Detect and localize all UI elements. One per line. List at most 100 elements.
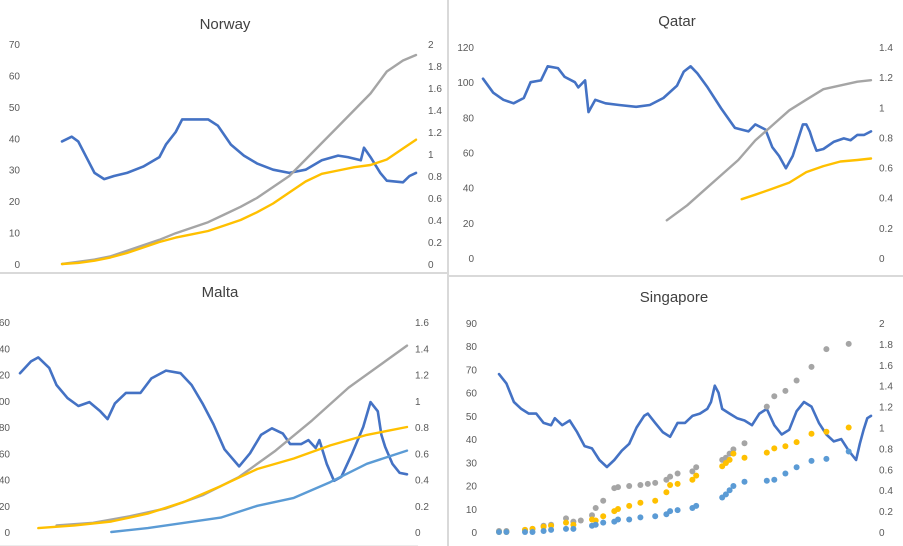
right-axis-tick-label: 0.2 [879, 224, 893, 235]
right-axis-tick-label: 1.4 [879, 382, 893, 393]
left-axis-tick-label: 60 [9, 71, 21, 82]
right-axis-tick-label: 0.4 [879, 486, 893, 497]
data-point-yellow [637, 499, 644, 506]
data-point-lightblue [503, 529, 510, 535]
left-axis-tick-label: 10 [9, 229, 21, 240]
right-axis-tick-label: 0.6 [879, 465, 893, 476]
series-line-gray [60, 53, 418, 266]
data-point-gray [600, 497, 607, 504]
right-axis-tick-label: 1.4 [879, 43, 893, 54]
left-axis-tick-label: 20 [0, 502, 10, 513]
right-axis-tick-label: 1.6 [415, 318, 429, 329]
data-point-yellow [845, 424, 852, 431]
series-line-yellow [740, 157, 873, 201]
data-point-gray [674, 470, 681, 477]
data-point-lightblue [793, 464, 800, 471]
left-axis-tick-label: 160 [0, 318, 10, 329]
data-point-yellow [592, 517, 599, 524]
right-axis-tick-label: 2 [879, 319, 885, 330]
data-point-yellow [741, 454, 748, 461]
data-point-yellow [563, 519, 569, 526]
left-axis-tick-label: 0 [471, 528, 477, 539]
left-axis-tick-label: 50 [9, 103, 21, 114]
left-axis-tick-label: 70 [466, 365, 478, 376]
right-axis-tick-label: 0 [428, 260, 434, 271]
right-axis-tick-label: 1.4 [415, 344, 429, 355]
right-axis-tick-label: 0.2 [415, 502, 429, 513]
left-axis-tick-label: 20 [9, 197, 21, 208]
data-point-yellow [667, 482, 674, 488]
data-point-gray [626, 483, 633, 489]
data-point-lightblue [522, 529, 528, 535]
data-point-yellow [793, 439, 800, 446]
data-point-lightblue [730, 483, 737, 489]
left-axis-tick-label: 120 [457, 43, 474, 54]
data-point-gray [845, 340, 852, 347]
left-axis-tick-label: 60 [466, 389, 478, 400]
left-axis-tick-label: 80 [0, 423, 10, 434]
data-point-gray [637, 482, 644, 488]
right-axis-tick-label: 0.4 [428, 216, 442, 227]
left-axis-tick-label: 120 [0, 371, 10, 382]
norway-chart: Norway 0 10 20 30 40 50 60 70 0 0.2 0.4 0.6 0.8 1 1.2 1… [9, 16, 442, 271]
data-point-yellow [782, 443, 789, 450]
left-axis-tick-label: 20 [463, 219, 475, 230]
right-axis-tick-label: 0.6 [879, 164, 893, 175]
data-point-yellow [689, 476, 696, 483]
data-point-gray [644, 480, 651, 487]
left-axis-tick-label: 30 [466, 458, 478, 469]
data-point-gray [563, 515, 569, 522]
data-point-lightblue [626, 516, 633, 523]
qatar-chart: Qatar 0 20 40 60 80 100 120 0 0.2 0.4 0.6 0.8 1 1.2 1.… [457, 13, 893, 265]
left-axis-tick-label: 40 [463, 184, 475, 195]
right-axis-tick-label: 0.8 [415, 423, 429, 434]
series-line-gray [55, 344, 409, 527]
left-axis-tick-label: 30 [9, 166, 21, 177]
data-point-gray [808, 363, 815, 370]
data-point-yellow [674, 480, 681, 487]
chart-title: Norway [200, 16, 251, 33]
data-point-lightblue [652, 513, 659, 520]
data-point-lightblue [674, 507, 681, 514]
right-axis-tick-label: 0.6 [415, 449, 429, 460]
data-point-gray [782, 387, 789, 394]
data-point-gray [577, 517, 584, 524]
data-point-gray [615, 484, 621, 491]
data-point-lightblue [615, 516, 621, 523]
right-axis-tick-label: 0.4 [415, 476, 429, 487]
series-line-lightblue [110, 449, 409, 534]
left-axis-tick-label: 40 [9, 134, 21, 145]
left-axis-tick-label: 10 [466, 505, 478, 516]
left-axis-tick-label: 60 [0, 449, 10, 460]
right-axis-tick-label: 0.6 [428, 194, 442, 205]
qatar-chart-panel: Qatar 0 20 40 60 80 100 120 0 0.2 0.4 0.6 0.8 1 1.2 1.… [448, 0, 903, 276]
series-line-yellow [60, 138, 418, 266]
left-axis-tick-label: 40 [466, 435, 478, 446]
data-point-yellow [726, 456, 733, 463]
right-axis-tick-label: 0.2 [879, 507, 893, 518]
data-point-lightblue [563, 525, 569, 532]
left-axis-tick-label: 0 [4, 528, 10, 539]
data-point-lightblue [540, 528, 547, 534]
malta-chart: Malta 0 20 40 60 80 100 120 140 160 0 0.2 0.4 0.6 0.8… [0, 284, 429, 546]
right-axis-tick-label: 1.4 [428, 106, 442, 117]
data-point-lightblue [667, 508, 674, 515]
data-point-yellow [548, 522, 555, 529]
left-axis-tick-label: 100 [0, 397, 10, 408]
left-axis-tick-label: 20 [466, 482, 478, 493]
data-point-gray [763, 403, 770, 410]
data-point-lightblue [741, 478, 748, 485]
norway-chart-panel: Norway 0 10 20 30 40 50 60 70 0 0.2 0.4 0.6 0.8 1 1.2 1… [0, 0, 448, 273]
left-axis-tick-label: 40 [0, 476, 10, 487]
right-axis-tick-label: 1.2 [879, 73, 893, 84]
right-axis-tick-label: 0.2 [428, 238, 442, 249]
data-point-lightblue [496, 529, 502, 535]
data-point-lightblue [782, 470, 789, 477]
series-line-gray [665, 79, 873, 222]
left-axis-tick-label: 70 [9, 40, 21, 51]
series-line-blue [18, 356, 409, 483]
data-point-lightblue [808, 457, 815, 464]
chart-title: Singapore [640, 289, 708, 306]
data-point-yellow [540, 523, 547, 530]
data-point-yellow [808, 430, 815, 437]
